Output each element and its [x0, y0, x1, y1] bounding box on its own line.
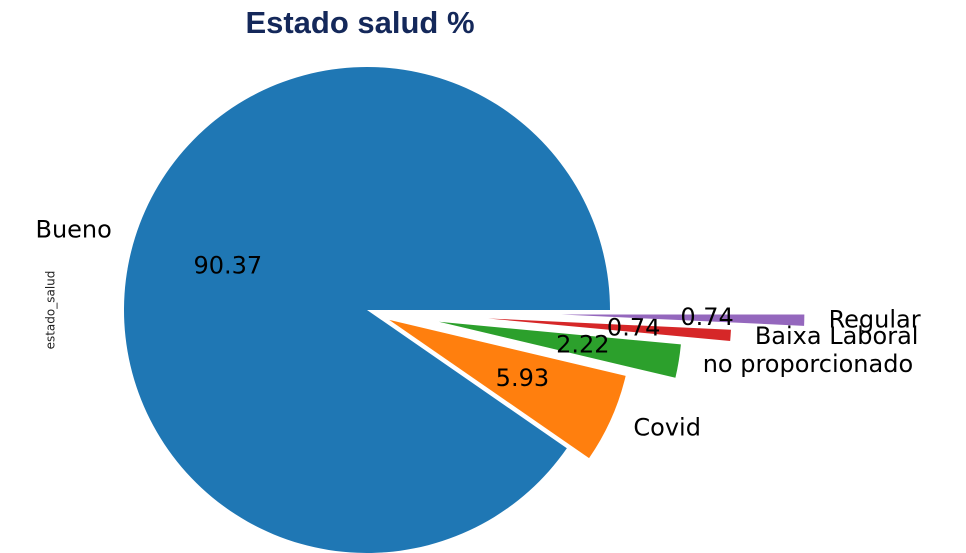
slice-label: Covid	[633, 414, 701, 442]
pie-slice	[561, 314, 805, 326]
chart-title: Estado salud %	[245, 5, 474, 40]
value-label: 2.22	[556, 330, 609, 358]
slice-label: Regular	[829, 306, 921, 334]
slice-label: Bueno	[35, 215, 111, 243]
pie-slice	[438, 321, 681, 378]
slice-label: no proporcionado	[703, 350, 913, 378]
pie-slice	[389, 319, 626, 459]
slice-label: Baixa Laboral	[755, 322, 919, 350]
pie-slice	[488, 318, 731, 342]
value-label: 90.37	[193, 252, 262, 280]
value-label: 5.93	[496, 364, 549, 392]
value-label: 0.74	[680, 303, 733, 331]
pie-slice	[124, 67, 610, 553]
y-axis-label: estado_salud	[44, 271, 58, 350]
